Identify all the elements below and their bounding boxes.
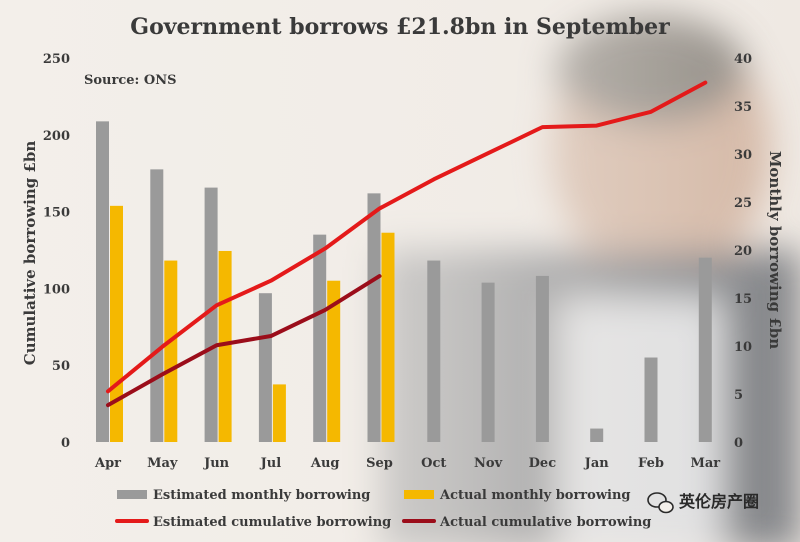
watermark: 英伦房产圈 [647,492,759,514]
x-tick-label: Oct [421,456,446,471]
legend: Estimated monthly borrowing Actual month… [115,488,651,530]
chart-source: Source: ONS [84,73,176,88]
right-tick-label: 40 [734,52,752,67]
bar-layer [96,121,712,443]
left-tick-label: 0 [61,436,70,451]
bar-estimated-monthly [96,121,109,443]
bar-estimated-monthly [590,428,604,442]
right-tick-label: 30 [734,148,752,163]
bar-estimated-monthly [481,282,495,442]
right-axis-label: Monthly borrowing £bn [766,151,784,349]
left-axis: 0 50 100 150 200 250 [43,52,70,451]
left-axis-label: Cumulative borrowing £bn [21,141,39,366]
x-tick-label: Aug [310,456,340,471]
x-tick-label: Nov [474,456,503,471]
legend-swatch-actual-monthly [404,490,434,499]
left-tick-label: 250 [43,52,70,67]
legend-label-actual-cumulative: Actual cumulative borrowing [439,515,651,530]
bar-actual-monthly [164,260,178,442]
chart-title: Government borrows £21.8bn in September [130,14,670,40]
x-tick-label: Jan [584,456,610,471]
legend-item-actual-monthly: Actual monthly borrowing [404,488,631,503]
bar-actual-monthly [381,232,395,442]
right-axis: 0 5 10 15 20 25 30 35 40 [734,52,752,451]
legend-label-estimated-cumulative: Estimated cumulative borrowing [153,515,391,530]
right-tick-label: 25 [734,196,752,211]
right-tick-label: 35 [734,100,752,115]
bar-estimated-monthly [698,257,712,442]
bar-actual-monthly [327,280,341,442]
x-tick-label: Jul [260,456,282,471]
bar-actual-monthly [110,205,123,442]
line-layer [106,80,708,408]
right-tick-label: 0 [734,436,743,451]
x-tick-label: Apr [94,456,121,471]
right-tick-label: 10 [734,340,752,355]
legend-item-actual-cumulative: Actual cumulative borrowing [402,515,651,530]
legend-label-estimated-monthly: Estimated monthly borrowing [153,488,370,503]
bar-estimated-monthly [644,357,658,442]
line-estimated-cumulative [106,80,708,394]
watermark-text: 英伦房产圈 [678,492,759,511]
x-tick-label: Feb [638,456,664,471]
x-tick-label: Mar [690,456,720,471]
legend-swatch-estimated-monthly [117,490,147,499]
right-tick-label: 20 [734,244,752,259]
bar-estimated-monthly [367,193,381,442]
x-tick-label: May [147,456,178,471]
wechat-icon [647,492,674,514]
legend-label-actual-monthly: Actual monthly borrowing [439,488,631,503]
bar-estimated-monthly [258,293,272,442]
x-axis: Apr May Jun Jul Aug Sep Oct Nov Dec Jan Feb Mar [94,456,720,471]
left-tick-label: 50 [52,359,70,374]
x-tick-label: Jun [203,456,230,471]
bar-estimated-monthly [535,275,549,442]
line-actual-cumulative [106,274,382,408]
right-tick-label: 5 [734,388,743,403]
x-tick-label: Dec [529,456,557,471]
left-tick-label: 200 [43,129,70,144]
left-tick-label: 150 [43,206,70,221]
bar-estimated-monthly [313,234,327,442]
bar-actual-monthly [272,384,286,442]
legend-item-estimated-monthly: Estimated monthly borrowing [117,488,370,503]
bar-estimated-monthly [204,187,218,442]
right-tick-label: 15 [734,292,752,307]
bar-estimated-monthly [150,169,164,443]
x-tick-label: Sep [366,456,393,471]
left-tick-label: 100 [43,282,70,297]
legend-item-estimated-cumulative: Estimated cumulative borrowing [115,515,391,530]
bar-estimated-monthly [427,260,441,442]
